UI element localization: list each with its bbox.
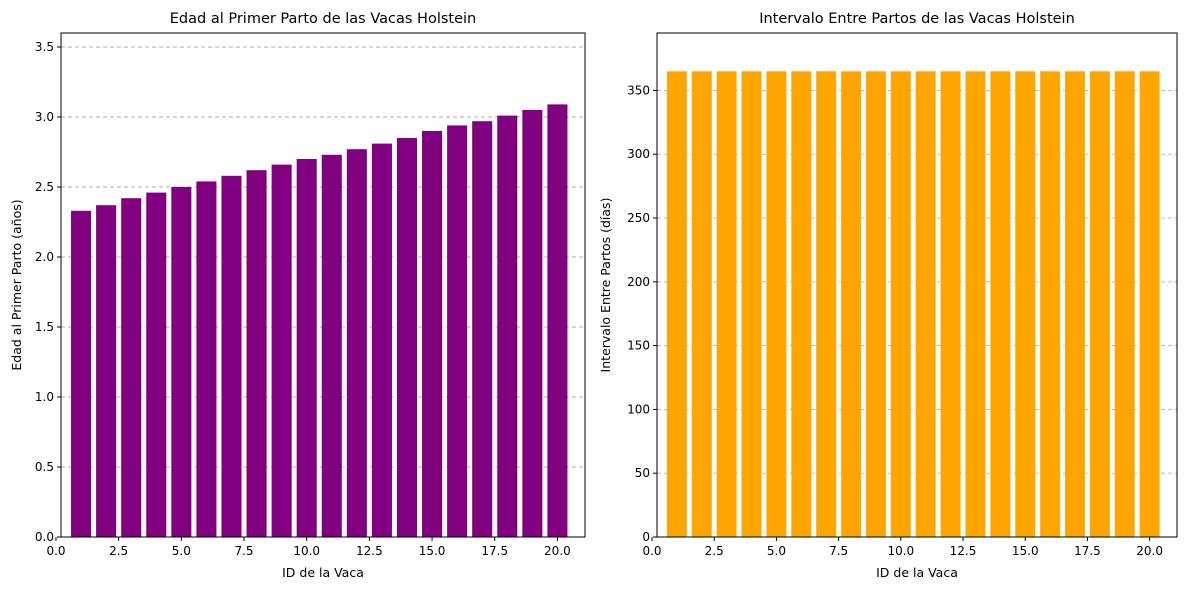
- chart-title: Edad al Primer Parto de las Vacas Holste…: [170, 11, 476, 27]
- x-tick-label: 17.5: [1074, 544, 1101, 558]
- x-tick-label: 7.5: [829, 544, 848, 558]
- plot-frame: [656, 32, 1178, 538]
- bar: [246, 170, 267, 537]
- bar: [121, 198, 142, 537]
- bar: [447, 125, 468, 538]
- bar: [766, 71, 787, 538]
- bar: [1040, 71, 1061, 538]
- y-tick-label: 150: [627, 339, 650, 353]
- x-tick-label: 12.5: [950, 544, 977, 558]
- x-tick-label: 12.5: [356, 544, 383, 558]
- bar: [547, 104, 568, 538]
- bar: [371, 143, 392, 537]
- chart-title: Intervalo Entre Partos de las Vacas Hols…: [759, 11, 1075, 27]
- x-tick-label: 15.0: [419, 544, 446, 558]
- x-tick-label: 7.5: [234, 544, 253, 558]
- bar: [321, 154, 342, 538]
- bar: [497, 115, 518, 537]
- y-axis-label: Intervalo Entre Partos (días): [598, 198, 613, 373]
- bar: [965, 71, 986, 538]
- y-tick-label: 3.0: [35, 110, 54, 124]
- bar: [346, 149, 367, 537]
- bar: [221, 175, 242, 538]
- bar: [472, 121, 493, 537]
- bar: [171, 187, 192, 537]
- bar: [990, 71, 1011, 538]
- x-axis-label: ID de la Vaca: [282, 565, 364, 580]
- x-tick-label: 5.0: [172, 544, 191, 558]
- x-axis-label: ID de la Vaca: [876, 565, 958, 580]
- x-tick-label: 20.0: [544, 544, 571, 558]
- x-tick-label: 10.0: [293, 544, 320, 558]
- plot-frame: [60, 32, 586, 538]
- y-tick-label: 3.5: [35, 40, 54, 54]
- y-tick-label: 2.0: [35, 250, 54, 264]
- bar: [422, 131, 443, 537]
- x-tick-label: 10.0: [887, 544, 914, 558]
- bar: [865, 71, 886, 538]
- y-tick-label: 50: [635, 466, 650, 480]
- bar: [666, 71, 687, 538]
- y-tick-label: 1.5: [35, 320, 54, 334]
- bar: [691, 71, 712, 538]
- y-tick-label: 0: [642, 530, 650, 544]
- y-tick-label: 200: [627, 275, 650, 289]
- bar: [890, 71, 911, 538]
- bar: [196, 181, 217, 537]
- bar: [816, 71, 837, 538]
- bar: [1139, 71, 1160, 538]
- x-tick-label: 20.0: [1136, 544, 1163, 558]
- y-tick-label: 300: [627, 147, 650, 161]
- x-tick-label: 5.0: [767, 544, 786, 558]
- x-tick-label: 0.0: [46, 544, 65, 558]
- x-tick-label: 15.0: [1012, 544, 1039, 558]
- x-tick-label: 17.5: [481, 544, 508, 558]
- x-tick-label: 0.0: [642, 544, 661, 558]
- bar: [296, 159, 317, 537]
- bar: [1089, 71, 1110, 538]
- bar: [1114, 71, 1135, 538]
- y-tick-label: 1.0: [35, 390, 54, 404]
- y-tick-label: 100: [627, 402, 650, 416]
- age-first-calving-chart: Edad al Primer Parto de las Vacas Holste…: [9, 11, 586, 580]
- bar: [716, 71, 737, 538]
- x-tick-label: 2.5: [109, 544, 128, 558]
- bar: [396, 138, 418, 537]
- bar: [71, 210, 92, 538]
- y-axis-label: Edad al Primer Parto (años): [9, 199, 24, 370]
- bar: [791, 71, 812, 538]
- y-tick-label: 250: [627, 211, 650, 225]
- bar: [96, 205, 117, 537]
- y-tick-label: 350: [627, 83, 650, 97]
- x-tick-label: 2.5: [705, 544, 724, 558]
- y-tick-label: 0.0: [35, 530, 54, 544]
- y-tick-label: 0.5: [35, 460, 54, 474]
- calving-interval-chart: Intervalo Entre Partos de las Vacas Hols…: [598, 11, 1178, 580]
- bar: [741, 71, 762, 538]
- bar: [1065, 71, 1085, 538]
- bar: [522, 110, 543, 537]
- bar: [271, 164, 292, 537]
- y-tick-label: 2.5: [35, 180, 54, 194]
- bar: [841, 71, 862, 538]
- bar: [1015, 71, 1036, 538]
- bar: [940, 71, 961, 538]
- bar: [146, 192, 167, 537]
- bar: [915, 71, 936, 538]
